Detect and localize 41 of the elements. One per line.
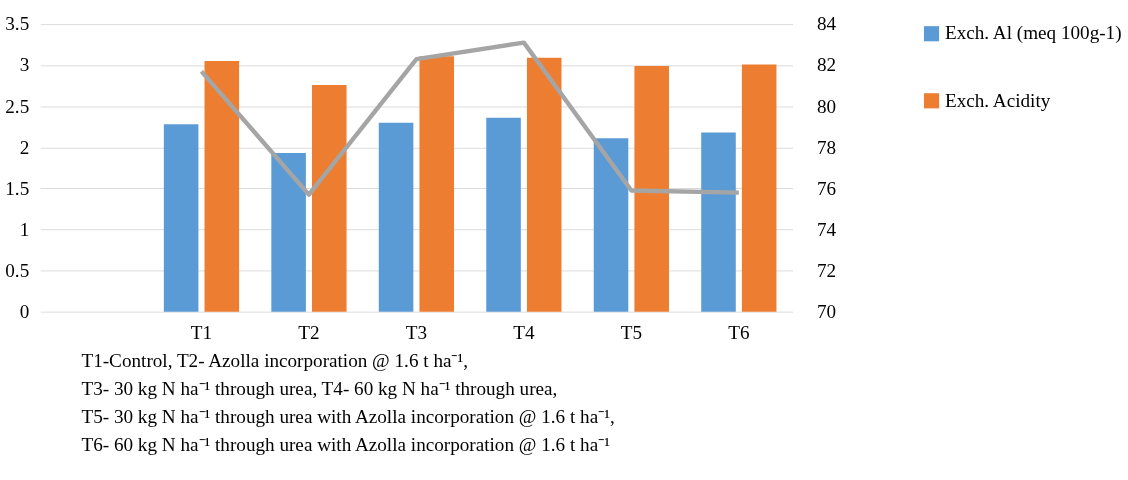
bar — [163, 124, 199, 312]
bar — [311, 84, 347, 312]
y2-tick-label: 80 — [817, 95, 837, 117]
bar — [701, 132, 736, 312]
bar — [378, 122, 414, 312]
x-tick-label: T3 — [405, 321, 428, 343]
y-tick-label: 2.5 — [5, 95, 30, 117]
y2-tick-label: 70 — [817, 300, 837, 322]
y-tick-label: 1.5 — [5, 177, 30, 199]
y-tick-label: 1 — [19, 218, 30, 240]
text: T1-Control, T2- Azolla incorporation @ 1.6 t ha⁻¹, — [81, 350, 469, 372]
legend-label: Exch. Acidity — [944, 89, 1051, 111]
text: T3- 30 kg N ha⁻¹ through urea, T4- 60 kg N ha⁻¹ through urea, — [81, 378, 558, 400]
y2-tick-label: 82 — [817, 54, 837, 76]
y2-tick-label: 78 — [817, 136, 837, 158]
y-tick-label: 3.5 — [5, 13, 30, 35]
y2-tick-label: 76 — [817, 177, 837, 199]
text: T6- 60 kg N ha⁻¹ through urea with Azolla incorporation @ 1.6 t ha⁻¹ — [81, 433, 611, 455]
y-tick-label: 3 — [19, 54, 30, 76]
y-tick-label: 2 — [19, 136, 30, 158]
bar — [526, 57, 562, 312]
bar — [486, 117, 521, 312]
bar — [741, 64, 777, 312]
bar — [271, 153, 306, 312]
y2-tick-label: 84 — [817, 13, 837, 35]
y2-tick-label: 72 — [817, 259, 837, 281]
bar — [204, 61, 240, 312]
y2-tick-label: 74 — [817, 218, 837, 240]
x-tick-label: T1 — [190, 321, 213, 343]
line-series — [199, 40, 741, 197]
legend-label: Exch. Al (meq 100g-1) — [944, 22, 1122, 45]
bar — [634, 66, 669, 312]
y-tick-label: 0.5 — [5, 259, 30, 281]
x-tick-label: T2 — [298, 321, 320, 343]
bar — [419, 56, 455, 312]
x-tick-label: T4 — [513, 321, 535, 343]
x-tick-label: T5 — [620, 321, 642, 343]
y-tick-label: 0 — [19, 300, 30, 322]
text: T5- 30 kg N ha⁻¹ through urea with Azolla incorporation @ 1.6 t ha⁻¹, — [81, 405, 615, 427]
x-tick-label: T6 — [728, 321, 750, 343]
bar — [593, 138, 629, 312]
